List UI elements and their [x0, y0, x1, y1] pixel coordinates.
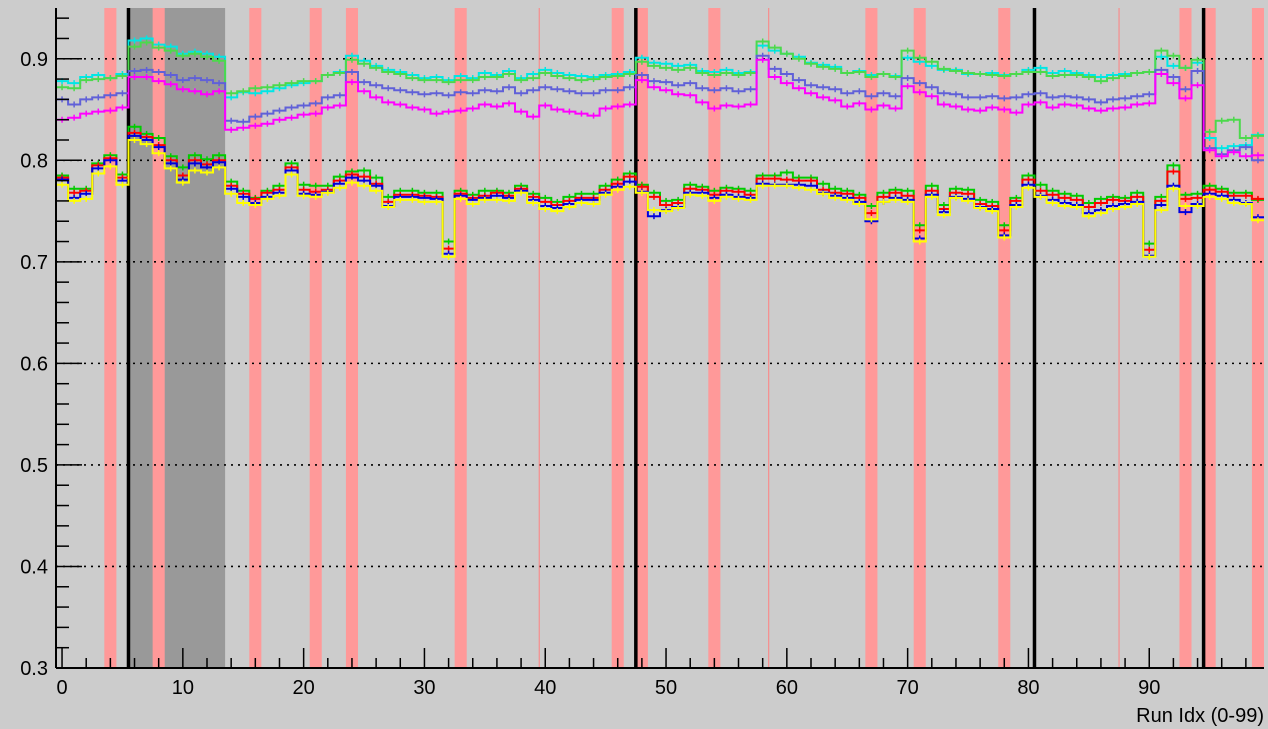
- x-tick-label: 50: [655, 677, 677, 699]
- series-3: [56, 56, 1264, 160]
- y-tick-label: 0.6: [20, 353, 48, 375]
- x-tick-labels: 0 10 20 30 40 50 60 70 80 90: [56, 677, 1160, 699]
- series-7-line: [56, 139, 1264, 258]
- series-6: [56, 132, 1264, 259]
- series-2-line: [56, 54, 1264, 162]
- series-5-line: [56, 131, 1264, 251]
- x-tick-label: 0: [56, 677, 67, 699]
- red-band-9: [865, 8, 878, 668]
- series-6-line: [56, 134, 1264, 257]
- y-tick-label: 0.5: [20, 455, 48, 477]
- x-tick-label: 80: [1017, 677, 1039, 699]
- red-band-7: [635, 8, 648, 668]
- x-tick-label: 40: [534, 677, 556, 699]
- red-band-10: [913, 8, 926, 668]
- y-tick-label: 0.9: [20, 49, 48, 71]
- x-tick-label: 90: [1138, 677, 1160, 699]
- y-tick-label: 0.7: [20, 252, 48, 274]
- y-tick-label: 0.4: [20, 556, 48, 578]
- x-tick-label: 60: [776, 677, 798, 699]
- red-band-3: [309, 8, 322, 668]
- x-tick-label: 70: [897, 677, 919, 699]
- red-band-0: [104, 8, 117, 668]
- red-band-6: [611, 8, 624, 668]
- gray-band: [128, 8, 226, 668]
- red-band-2: [249, 8, 262, 668]
- series-layer: [56, 35, 1264, 260]
- x-tick-label: 30: [413, 677, 435, 699]
- series-2: [56, 52, 1264, 164]
- axes: [55, 8, 1264, 669]
- x-tick-label: 20: [293, 677, 315, 699]
- red-band-12: [1179, 8, 1192, 668]
- horizontal-grid: [56, 57, 1264, 568]
- series-3-line: [56, 58, 1264, 158]
- series-1: [56, 38, 1264, 141]
- highlight-bands: [104, 8, 1264, 668]
- red-band-14: [1251, 8, 1264, 668]
- red-band-4: [345, 8, 358, 668]
- red-band-1: [152, 8, 165, 668]
- x-axis-title: Run Idx (0-99): [1136, 705, 1264, 727]
- red-band-5: [454, 8, 467, 668]
- red-band-13: [1203, 8, 1216, 668]
- red-band-8: [708, 8, 721, 668]
- y-tick-label: 0.8: [20, 150, 48, 172]
- y-tick-label: 0.3: [20, 658, 48, 680]
- series-7: [56, 137, 1264, 260]
- red-band-11: [998, 8, 1011, 668]
- y-tick-labels: 0.3 0.4 0.5 0.6 0.7 0.8 0.9: [20, 49, 48, 680]
- x-tick-label: 10: [172, 677, 194, 699]
